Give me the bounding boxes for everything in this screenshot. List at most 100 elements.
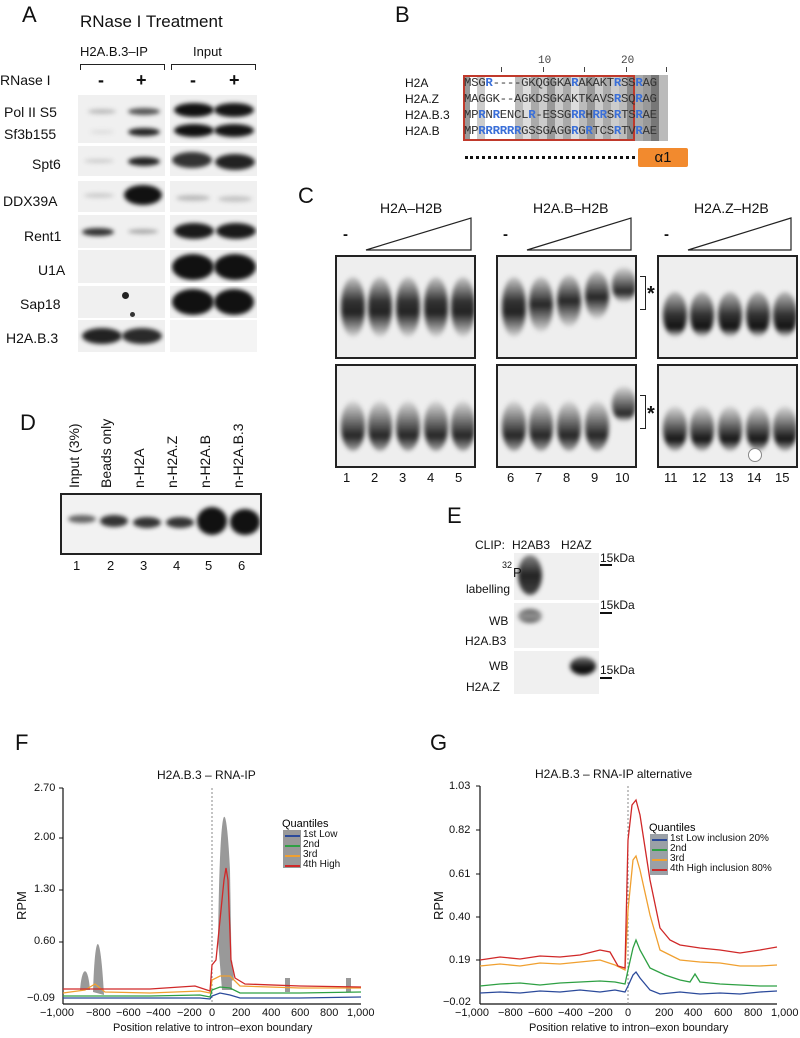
legend-item: 2nd [303,839,320,850]
shift-bracket-top [640,276,646,310]
lane-number: 12 [692,470,707,485]
seq-h2ab: MPRRRRRRGSSGAGGRGRTCSRTVRAE [464,124,657,138]
x-tick: 0 [625,1007,632,1019]
n-terminal-box [463,75,635,141]
legend-item: 3rd [303,849,318,860]
cond-3: - [190,70,196,90]
protein-label: DDX39A [3,193,58,209]
titration-wedges [365,217,792,251]
marker-tick [600,564,612,566]
row-wb1-line1: WB [489,614,509,628]
blot-ip-rent1 [78,215,165,248]
svg-text:Quantiles: Quantiles [282,818,329,830]
gel-h2az-top [657,255,798,359]
x-tick: 800 [320,1007,339,1019]
lane-number: 5 [205,558,213,573]
x-tick: −1,000 [455,1007,489,1019]
row-32p-p: P [513,565,522,580]
protein-label: Pol II S5 [4,104,57,120]
blot-input-rent1 [170,215,257,248]
lane-number: 15 [775,470,790,485]
y-tick: 0.19 [449,954,471,966]
ruler-tick [666,67,667,72]
legend-item: 3rd [670,853,685,864]
blot-ip-h2ab3 [78,320,165,352]
ruler-tick [584,67,585,72]
blot-ip-polii-sf3b [78,95,165,143]
lane-number: 7 [535,470,543,485]
asterisk-bottom: * [647,403,655,425]
protein-label: Spt6 [32,156,61,172]
ruler-10: 10 [538,55,552,67]
blot-e-32p [514,553,599,600]
marker-15kda: 15kDa [600,663,635,677]
x-tick: −800 [498,1007,523,1019]
blot-input-spt6 [170,146,257,176]
bracket-input [171,64,256,70]
x-tick: 600 [291,1007,310,1019]
blot-input-ddx39a [170,181,257,212]
legend-item: 2nd [670,843,687,854]
blot-input-h2ab3 [170,320,257,352]
blot-ip-u1a [78,250,165,283]
x-tick: 1,000 [347,1007,375,1019]
gel-title-h2ab: H2A.B–H2B [533,200,609,216]
lane-number: 11 [664,470,678,485]
x-tick: −400 [558,1007,583,1019]
legend-item: 4th High [303,859,341,870]
asterisk-top: * [647,283,655,305]
lane-number: 6 [238,558,246,573]
lane-number: 4 [173,558,181,573]
gel-h2az-bottom [657,364,798,468]
chart-g-title: H2A.B.3 – RNA-IP alternative [535,767,693,781]
x-tick: −800 [86,1007,111,1019]
protein-label: Rent1 [24,228,62,244]
minus-1: - [343,226,348,243]
svg-text:Quantiles: Quantiles [649,822,696,834]
seq-h2ab3: MPRNRENCLR-ESSGRRHRRSRTSRAE [464,108,657,122]
marker-tick [600,612,612,614]
lane-number: 1 [73,558,81,573]
lane-number: 6 [507,470,515,485]
marker-15kda: 15kDa [600,551,635,565]
x-tick: 600 [714,1007,733,1019]
y-tick: 1.03 [449,780,471,792]
chart-f-xlabel: Position relative to intron–exon boundar… [113,1022,313,1034]
gel-title-h2az: H2A.Z–H2B [694,200,769,216]
cond-2: + [136,70,147,90]
y-tick: 2.70 [34,782,56,794]
y-tick: −0.09 [27,992,55,1004]
blot-e-wb-h2az [514,651,599,694]
x-tick: 0 [209,1007,216,1019]
seq-name: H2A.B [405,124,440,138]
cond-4: + [229,70,240,90]
panel-b-label: B [395,2,410,27]
panel-d-label: D [20,410,36,435]
row-wb2-line2: H2A.Z [466,680,501,694]
gel-h2a-top [335,255,476,359]
ruler-tick [501,67,502,72]
legend-item: 1st Low inclusion 20% [670,833,769,844]
ruler-20: 20 [621,55,635,67]
y-tick: 0.61 [449,868,471,880]
x-tick: 400 [684,1007,703,1019]
legend-item: 1st Low [303,829,338,840]
chart-f-title: H2A.B.3 – RNA-IP [157,768,256,782]
y-tick: 1.30 [34,883,56,895]
group-label-ip: H2A.B.3–IP [80,44,148,59]
x-tick: −600 [528,1007,553,1019]
blot-ip-sap18 [78,286,165,318]
row-32p-line2: labelling [466,582,511,596]
lane-number: 4 [427,470,435,485]
marker-tick [600,677,612,679]
seq-name: H2A [405,76,429,90]
y-tick: −0.02 [443,996,471,1008]
shift-bracket-bottom [640,395,646,429]
lane-number: 2 [107,558,115,573]
blot-ip-ddx39a [78,181,165,212]
lane-number: 2 [371,470,379,485]
cond-1: - [98,70,104,90]
x-tick: −200 [588,1007,613,1019]
group-label-input: Input [193,44,222,59]
seq-name: H2A.Z [405,92,440,106]
